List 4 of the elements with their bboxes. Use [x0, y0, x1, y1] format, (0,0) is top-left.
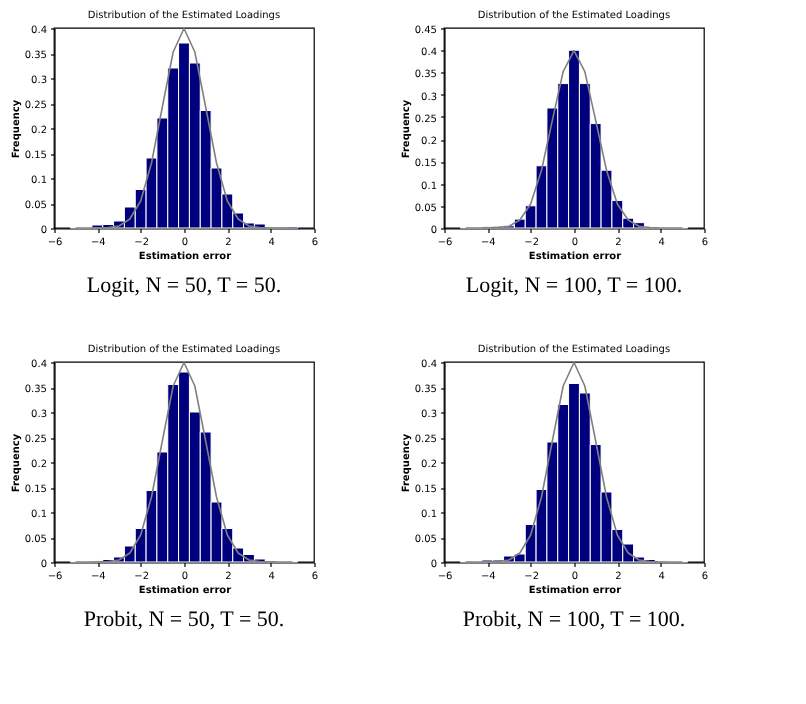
text: Probit, N = 100, T = 100. [462, 608, 686, 632]
text: Logit, N = 100, T = 100. [465, 274, 683, 298]
text: Logit, N = 50, T = 50. [86, 274, 282, 298]
text: Probit, N = 50, T = 50. [83, 608, 285, 632]
